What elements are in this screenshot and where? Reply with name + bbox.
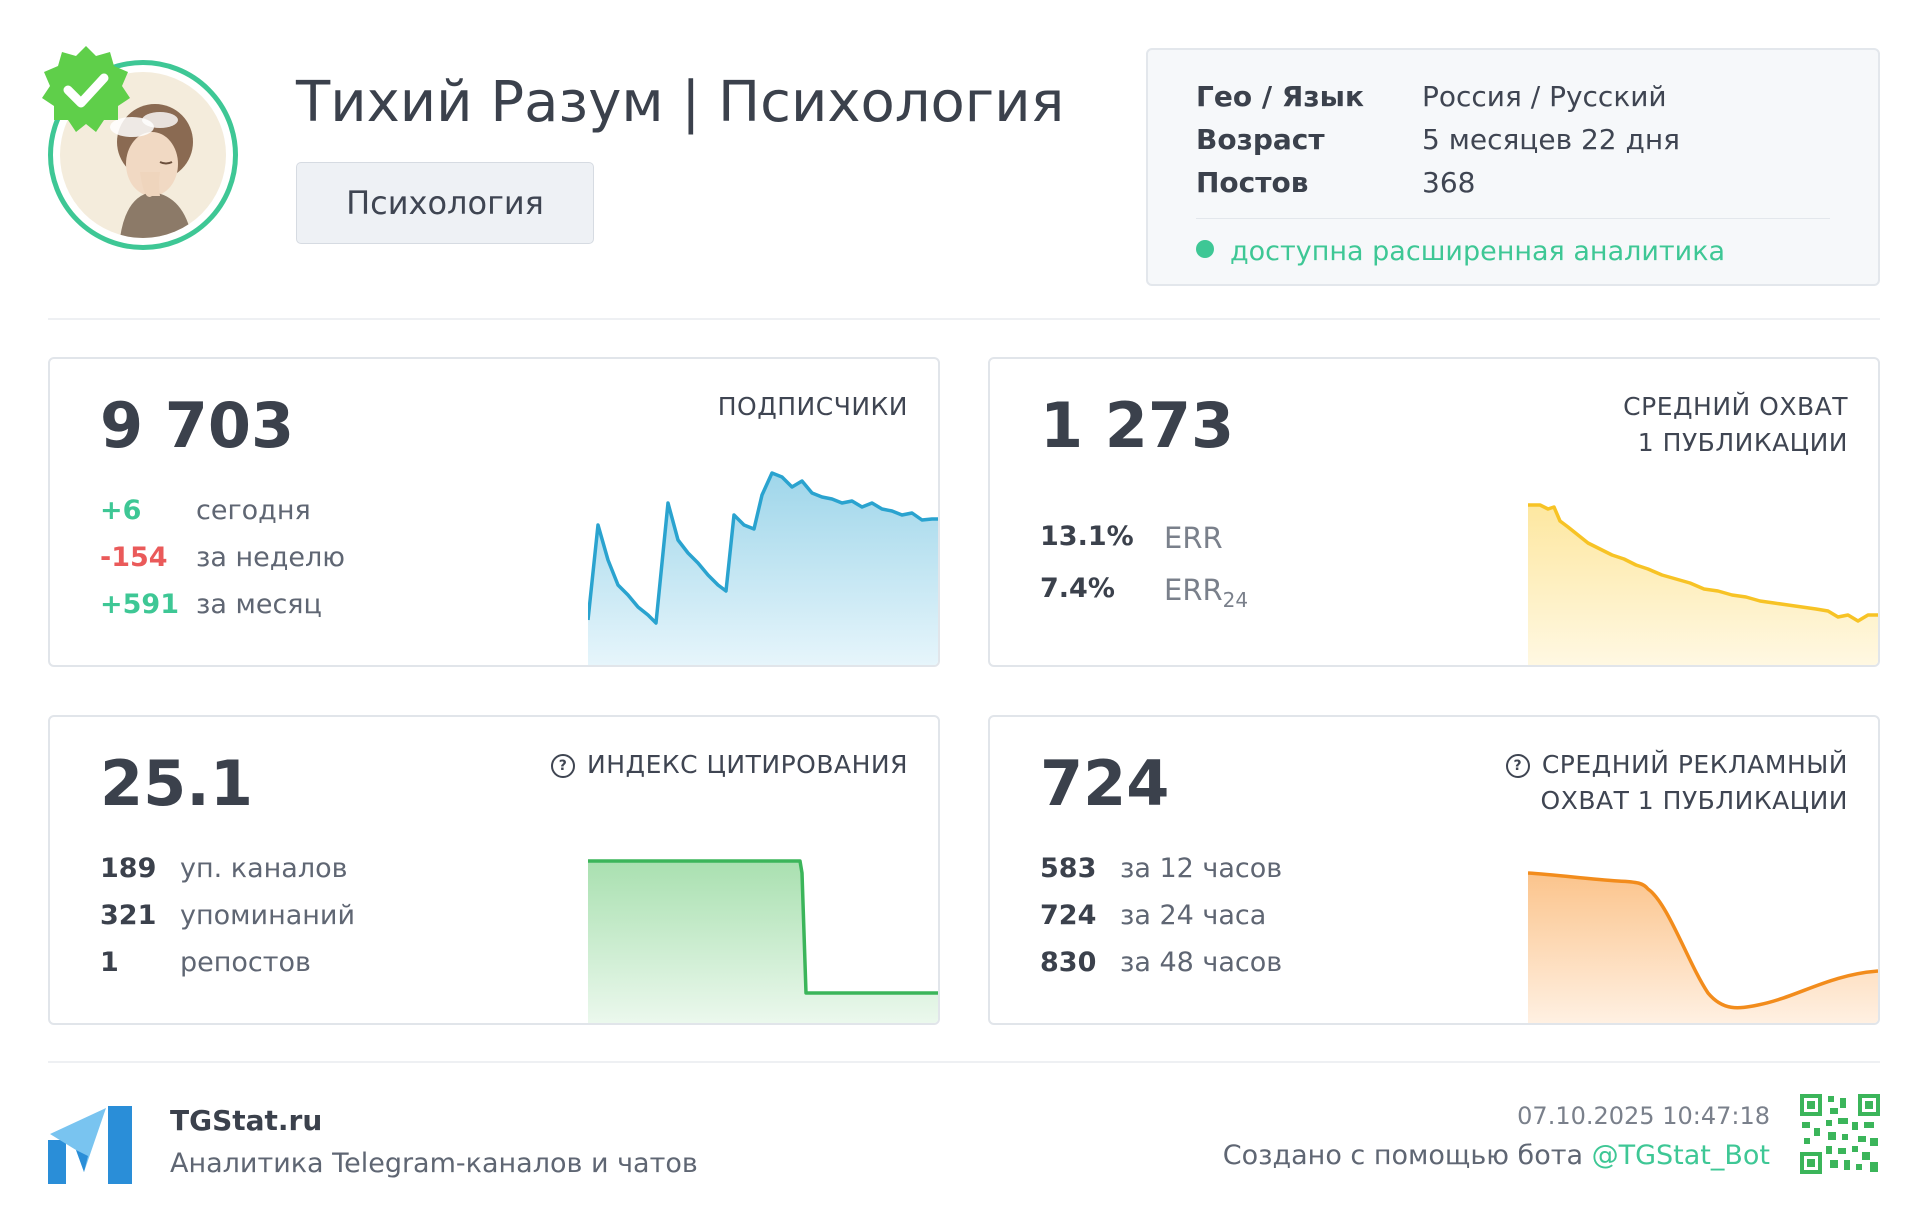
stat-text: за 12 часов — [1120, 853, 1283, 884]
stat-number: 13.1% — [1040, 521, 1134, 552]
ad-reach-sparkline — [1528, 871, 1878, 1023]
info-label: Гео / Язык — [1196, 80, 1364, 113]
divider — [48, 318, 1880, 320]
stat-number: 321 — [100, 900, 157, 931]
stat-text: за месяц — [196, 589, 322, 620]
extended-analytics-status[interactable]: доступна расширенная аналитика — [1196, 236, 1725, 267]
status-text: доступна расширенная аналитика — [1230, 236, 1726, 267]
stat-text: ERR24 — [1164, 573, 1248, 612]
label-text: СРЕДНИЙ РЕКЛАМНЫЙ — [1541, 750, 1848, 779]
channel-info-card: Гео / Язык Россия / Русский Возраст 5 ме… — [1146, 48, 1880, 286]
ad-reach-card[interactable]: 724 ? СРЕДНИЙ РЕКЛАМНЫЙ ОХВАТ 1 ПУБЛИКАЦИ… — [988, 715, 1880, 1025]
citation-index-value: 25.1 — [100, 747, 253, 820]
status-dot-icon — [1196, 240, 1214, 258]
subscribers-count: 9 703 — [100, 389, 295, 462]
subscribers-card[interactable]: 9 703 ПОДПИСЧИКИ +6 сегодня -154 за неде… — [48, 357, 940, 667]
stat-number: +591 — [100, 589, 179, 620]
stat-number: 189 — [100, 853, 157, 884]
footer-tagline: Аналитика Telegram-каналов и чатов — [170, 1148, 698, 1179]
stat-text: за 48 часов — [1120, 947, 1283, 978]
ad-reach-value: 724 — [1040, 747, 1170, 820]
qr-code-icon[interactable] — [1800, 1094, 1880, 1174]
category-button[interactable]: Психология — [296, 162, 594, 244]
info-label: Возраст — [1196, 123, 1325, 156]
label-line: ? СРЕДНИЙ РЕКЛАМНЫЙ — [1505, 747, 1848, 783]
citation-index-card[interactable]: 25.1 ? ИНДЕКС ЦИТИРОВАНИЯ 189 уп. каналов… — [48, 715, 940, 1025]
stat-text: сегодня — [196, 495, 311, 526]
info-value: 368 — [1422, 166, 1476, 199]
stat-text: уп. каналов — [180, 853, 348, 884]
citation-index-sparkline — [588, 859, 938, 1023]
stat-text: репостов — [180, 947, 311, 978]
channel-title: Тихий Разум | Психология — [296, 70, 1065, 135]
info-label: Постов — [1196, 166, 1309, 199]
created-text: Создано с помощью бота — [1222, 1140, 1592, 1171]
stat-number: 830 — [1040, 947, 1097, 978]
question-circle-icon[interactable]: ? — [1505, 754, 1530, 778]
subscribers-sparkline — [588, 471, 938, 665]
average-reach-card[interactable]: 1 273 СРЕДНИЙ ОХВАТ 1 ПУБЛИКАЦИИ 13.1% E… — [988, 357, 1880, 667]
info-value: 5 месяцев 22 дня — [1422, 123, 1681, 156]
stat-number: -154 — [100, 542, 168, 573]
info-value: Россия / Русский — [1422, 80, 1667, 113]
divider — [48, 1061, 1880, 1063]
label-line: СРЕДНИЙ ОХВАТ — [1623, 392, 1848, 421]
err-text: ERR — [1164, 573, 1223, 607]
tgstat-logo-icon[interactable] — [48, 1100, 132, 1184]
label-text: ИНДЕКС ЦИТИРОВАНИЯ — [587, 750, 908, 779]
average-reach-label: СРЕДНИЙ ОХВАТ 1 ПУБЛИКАЦИИ — [1623, 389, 1848, 461]
label-line: 1 ПУБЛИКАЦИИ — [1637, 428, 1848, 457]
citation-index-label[interactable]: ? ИНДЕКС ЦИТИРОВАНИЯ — [551, 747, 908, 783]
verified-badge-icon — [38, 42, 134, 138]
stat-text: за 24 часа — [1120, 900, 1267, 931]
ad-reach-label[interactable]: ? СРЕДНИЙ РЕКЛАМНЫЙ ОХВАТ 1 ПУБЛИКАЦИИ — [1505, 747, 1848, 819]
question-circle-icon[interactable]: ? — [551, 754, 576, 778]
stat-text: упоминаний — [180, 900, 356, 931]
stat-number: +6 — [100, 495, 142, 526]
average-reach-sparkline — [1528, 503, 1878, 665]
created-with-bot: Создано с помощью бота @TGStat_Bot — [1223, 1140, 1770, 1171]
footer-brand[interactable]: TGStat.ru — [170, 1104, 323, 1137]
divider — [1196, 218, 1830, 219]
stat-text: за неделю — [196, 542, 346, 573]
stat-text: ERR — [1164, 521, 1223, 555]
stat-number: 1 — [100, 947, 119, 978]
stat-number: 583 — [1040, 853, 1097, 884]
err-subscript: 24 — [1222, 587, 1249, 612]
stat-number: 7.4% — [1040, 573, 1115, 604]
report-timestamp: 07.10.2025 10:47:18 — [1517, 1102, 1770, 1130]
stat-number: 724 — [1040, 900, 1097, 931]
average-reach-value: 1 273 — [1040, 389, 1235, 462]
bot-link[interactable]: @TGStat_Bot — [1591, 1140, 1770, 1171]
subscribers-label: ПОДПИСЧИКИ — [717, 392, 908, 421]
label-line: ОХВАТ 1 ПУБЛИКАЦИИ — [1540, 786, 1848, 815]
